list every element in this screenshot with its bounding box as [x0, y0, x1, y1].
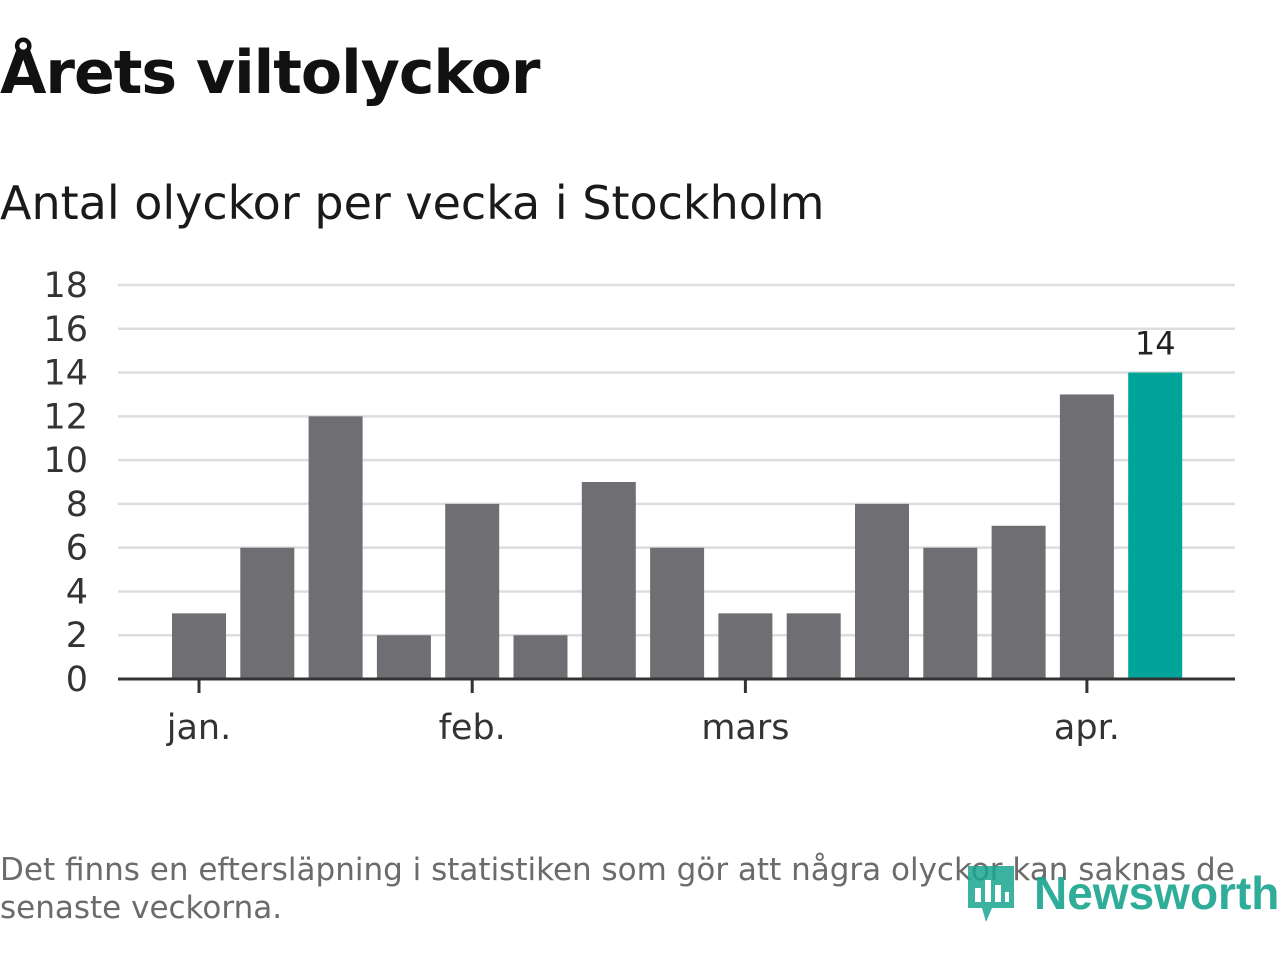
bar	[308, 416, 363, 679]
x-tick-label: jan.	[166, 708, 231, 748]
chart-title: Årets viltolyckor	[0, 38, 540, 108]
x-tick-label: feb.	[439, 708, 506, 748]
bar	[855, 503, 909, 679]
x-tick-label: apr.	[1054, 708, 1120, 748]
footnote: Det finns en eftersläpning i statistiken…	[0, 852, 1235, 926]
y-tick-label: 16	[43, 310, 88, 350]
y-tick-label: 2	[66, 616, 88, 656]
bar	[376, 635, 431, 679]
chart-subtitle: Antal olyckor per vecka i Stockholm	[0, 176, 825, 230]
bar	[240, 547, 295, 679]
bar	[513, 635, 568, 679]
newsworthy-logo: Newsworthy	[964, 858, 1280, 928]
y-tick-label: 0	[66, 660, 88, 700]
bar	[650, 547, 705, 679]
y-tick-label: 10	[43, 441, 88, 481]
newsworthy-logo-icon	[968, 866, 1014, 922]
bar	[172, 613, 226, 679]
bar	[1059, 394, 1114, 679]
bar	[581, 482, 636, 679]
y-tick-label: 4	[66, 572, 88, 612]
y-tick-label: 12	[43, 397, 88, 437]
bar	[445, 503, 500, 679]
bar-data-label: 14	[1135, 325, 1176, 363]
bar	[923, 547, 978, 679]
x-tick-label: mars	[701, 708, 789, 748]
bar	[991, 525, 1046, 679]
y-tick-label: 8	[66, 485, 88, 525]
y-tick-label: 6	[66, 529, 88, 569]
bar	[786, 613, 841, 679]
y-tick-label: 14	[43, 354, 88, 394]
bar	[718, 613, 773, 679]
newsworthy-logo-text: Newsworthy	[1034, 867, 1280, 919]
y-tick-label: 18	[43, 266, 88, 306]
bar-highlighted	[1128, 372, 1183, 679]
